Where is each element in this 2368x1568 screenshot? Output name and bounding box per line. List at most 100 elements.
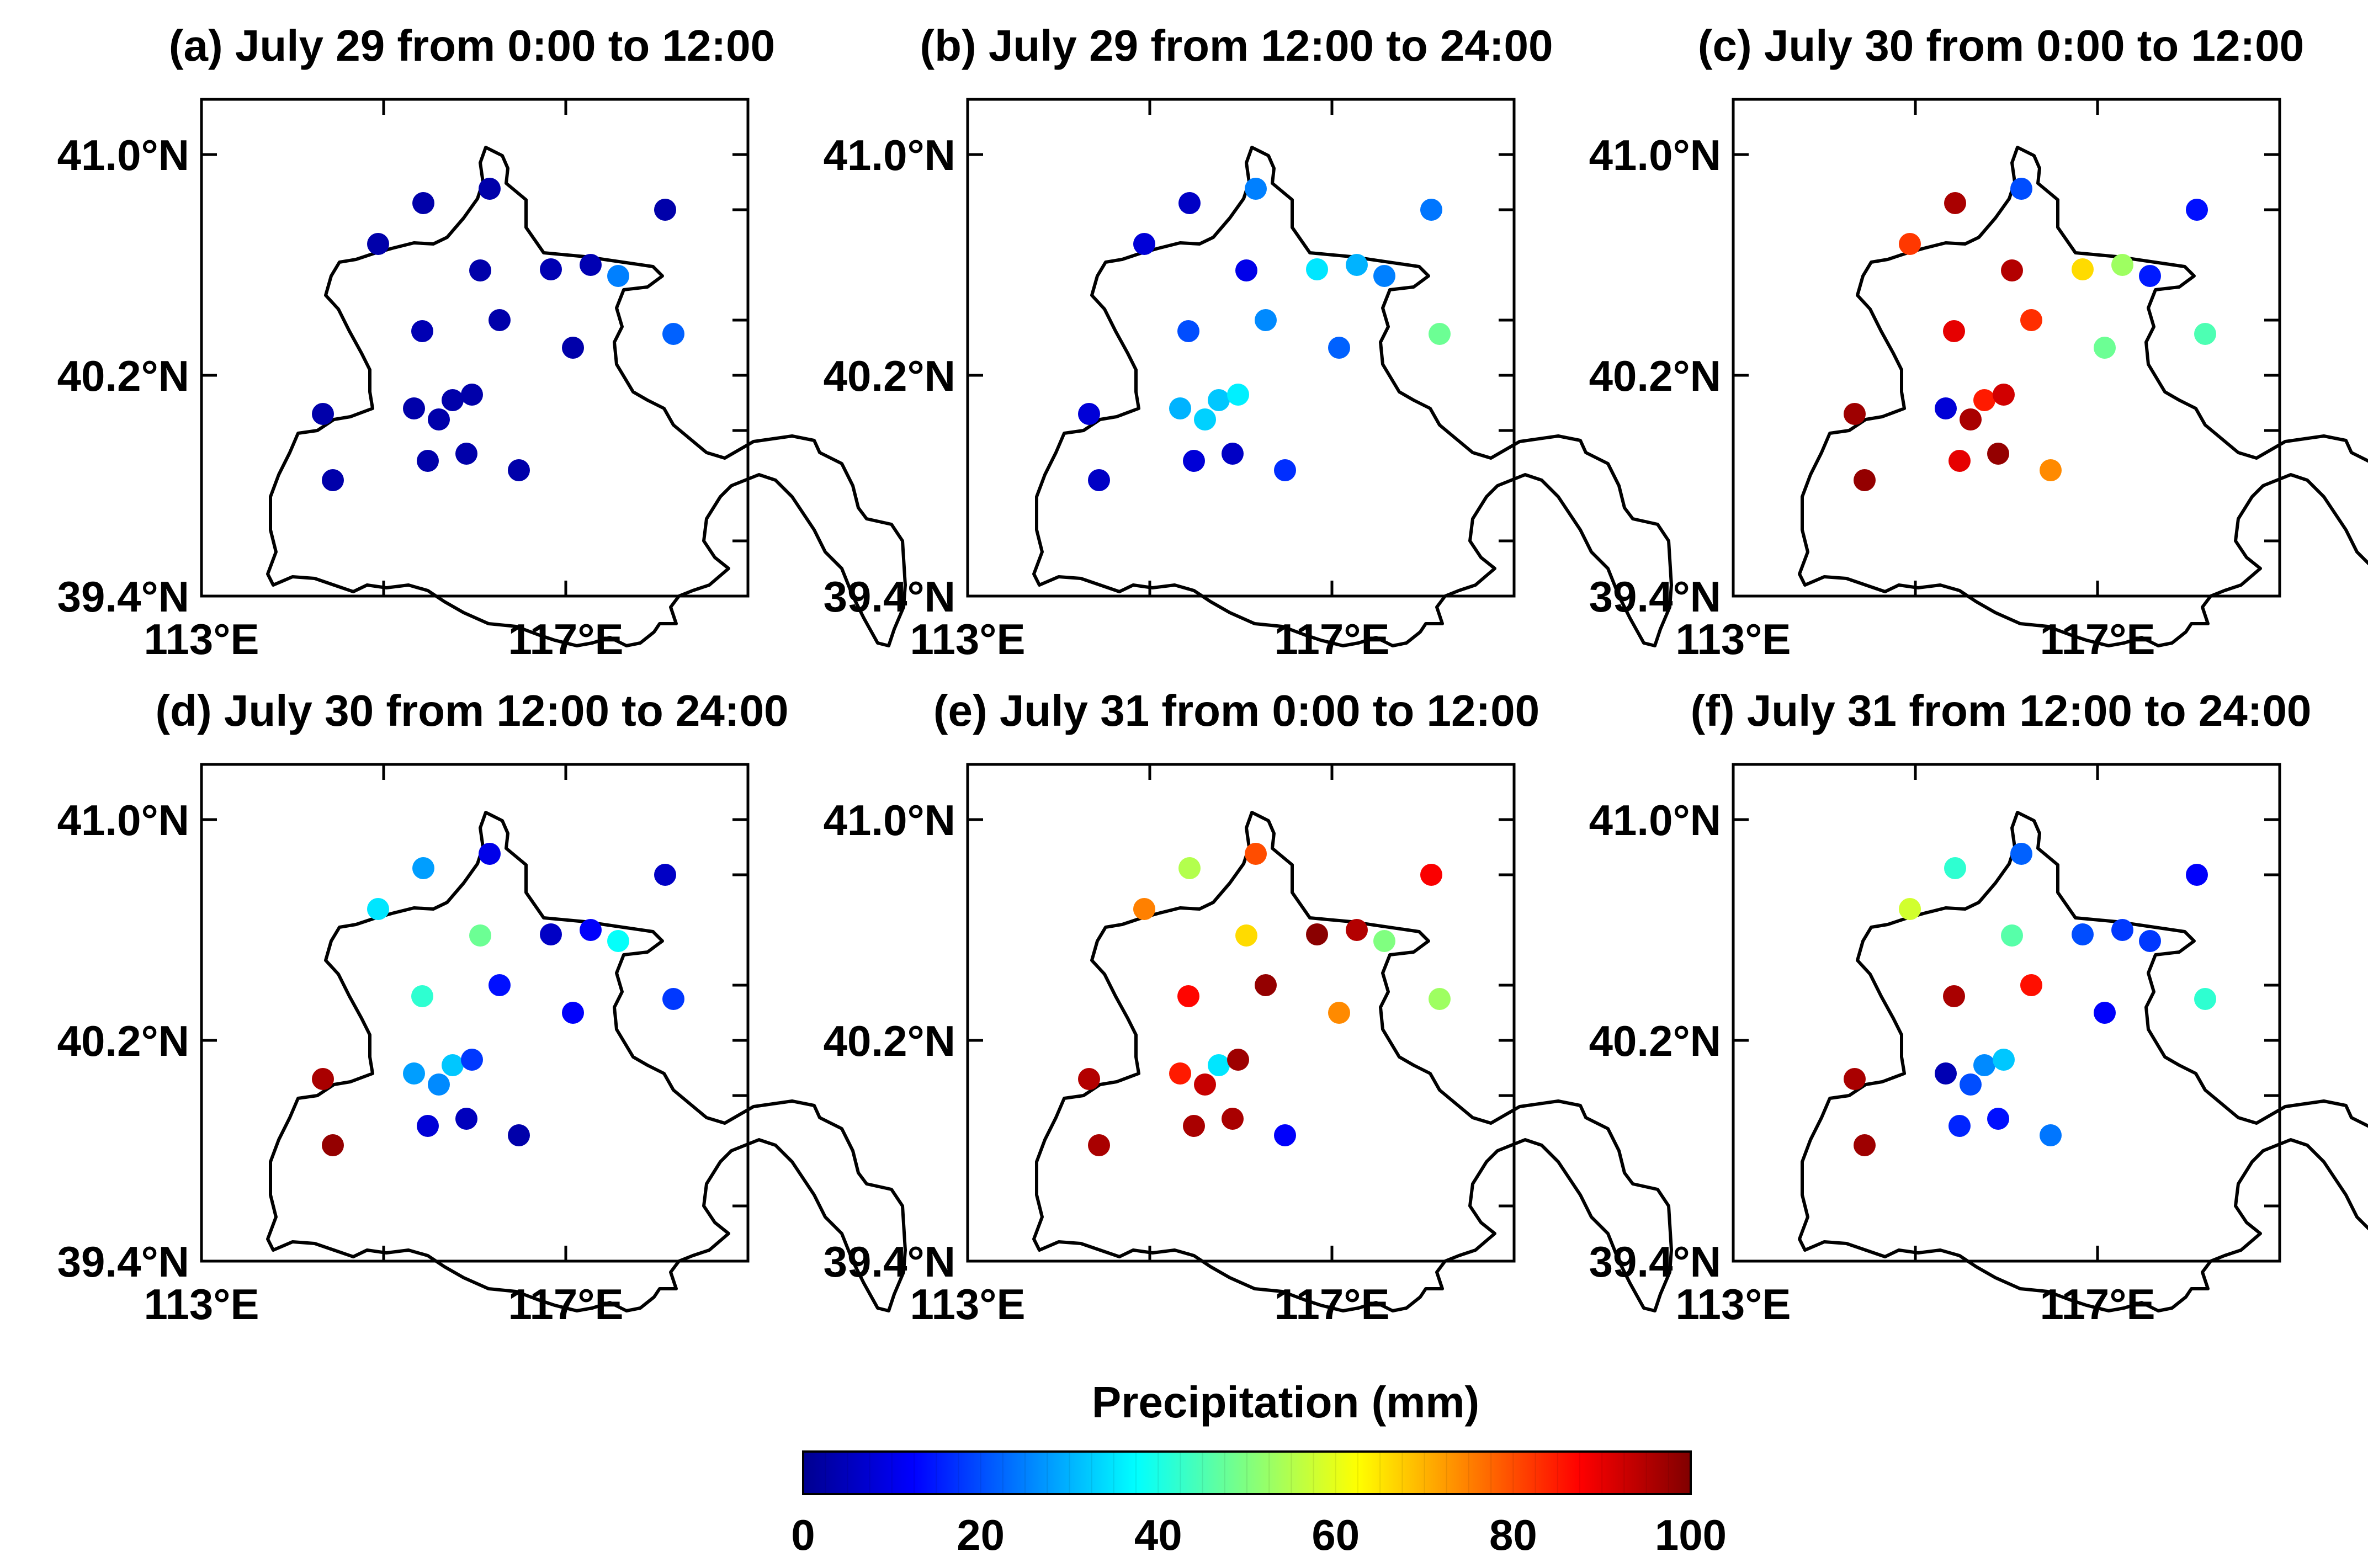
station-marker (2010, 178, 2032, 200)
station-marker (1429, 988, 1451, 1010)
station-marker (367, 898, 389, 920)
station-marker (580, 919, 602, 941)
panel-title: (e) July 31 from 0:00 to 12:00 (933, 686, 1539, 735)
panel-a: (a) July 29 from 0:00 to 12:00 41.0°N 40.2… (57, 21, 905, 663)
station-marker (1222, 1108, 1244, 1130)
station-marker (1222, 443, 1244, 465)
station-marker (442, 389, 464, 411)
station-marker (1854, 1134, 1876, 1156)
station-marker (1935, 1062, 1957, 1085)
panel-title: (a) July 29 from 0:00 to 12:00 (169, 21, 775, 70)
station-marker (2111, 919, 2133, 941)
lat-label: 40.2°N (57, 352, 189, 400)
station-marker (417, 1115, 439, 1137)
station-marker (2186, 864, 2208, 886)
station-marker (1987, 1108, 2009, 1130)
station-marker (654, 864, 676, 886)
station-marker (508, 459, 530, 481)
station-marker (1973, 1054, 1995, 1076)
station-marker (1420, 864, 1442, 886)
lat-label: 39.4°N (824, 572, 955, 621)
station-marker (1274, 1124, 1296, 1146)
panel-title: (d) July 30 from 12:00 to 24:00 (155, 686, 788, 735)
station-marker (1993, 1049, 2015, 1071)
station-marker (1169, 1062, 1191, 1085)
station-marker (2010, 843, 2032, 865)
panel-title: (f) July 31 from 12:00 to 24:00 (1691, 686, 2312, 735)
colorbar-tick-label: 40 (1134, 1511, 1182, 1559)
station-marker (1429, 323, 1451, 345)
lon-label: 117°E (508, 615, 623, 663)
station-marker (1346, 254, 1368, 276)
station-marker (1183, 450, 1205, 472)
map-frame (200, 763, 750, 1263)
station-marker (1245, 178, 1267, 200)
station-marker (1854, 469, 1876, 491)
station-marker (562, 337, 584, 359)
station-marker (312, 1068, 334, 1090)
lon-label: 113°E (1675, 615, 1791, 663)
station-marker (1844, 403, 1866, 425)
station-marker (1943, 320, 1965, 342)
station-marker (1993, 384, 2015, 406)
panel-title: (c) July 30 from 0:00 to 12:00 (1698, 21, 2304, 70)
station-marker (322, 469, 344, 491)
station-marker (1373, 930, 1395, 952)
station-marker (1328, 1002, 1350, 1024)
station-marker (2139, 930, 2161, 952)
station-marker (1088, 469, 1110, 491)
station-marker (469, 924, 491, 947)
station-marker (1420, 199, 1442, 221)
station-marker (412, 857, 434, 879)
station-marker (1944, 857, 1966, 879)
lon-label: 113°E (144, 615, 259, 663)
lat-label: 39.4°N (57, 572, 189, 621)
station-marker (412, 192, 434, 214)
station-marker (2094, 337, 2116, 359)
station-marker (322, 1134, 344, 1156)
station-marker (2072, 923, 2094, 945)
station-marker (417, 450, 439, 472)
panel-d: (d) July 30 from 12:00 to 24:00 41.0°N 40.… (57, 686, 905, 1328)
station-marker (2020, 309, 2042, 331)
station-marker (1227, 384, 1249, 406)
colorbar: Precipitation (mm) 0 20 40 60 80 100 (791, 1378, 1727, 1559)
station-marker (562, 1002, 584, 1024)
lon-label: 117°E (1274, 1280, 1389, 1328)
lat-label: 41.0°N (824, 796, 955, 844)
lat-label: 40.2°N (824, 352, 955, 400)
colorbar-label: Precipitation (mm) (1092, 1378, 1479, 1427)
station-marker (1177, 320, 1199, 342)
station-marker (1245, 843, 1267, 865)
station-marker (1948, 1115, 1971, 1137)
station-marker (607, 265, 629, 287)
station-marker (1306, 923, 1328, 945)
station-marker (1208, 1054, 1230, 1076)
station-marker (2040, 1124, 2062, 1146)
lat-label: 39.4°N (824, 1237, 955, 1286)
station-marker (479, 178, 501, 200)
station-marker (580, 254, 602, 276)
station-marker (2040, 459, 2062, 481)
station-marker (1899, 233, 1921, 255)
station-marker (654, 199, 676, 221)
station-marker (1178, 192, 1201, 214)
station-marker (607, 930, 629, 952)
station-marker (461, 1049, 483, 1071)
station-marker (312, 403, 334, 425)
station-marker (508, 1124, 530, 1146)
station-marker (662, 323, 684, 345)
station-marker (367, 233, 389, 255)
station-marker (1948, 450, 1971, 472)
station-marker (411, 985, 433, 1007)
station-marker (1987, 443, 2009, 465)
station-marker (479, 843, 501, 865)
station-marker (1274, 459, 1296, 481)
station-marker (2194, 323, 2216, 345)
station-marker (1306, 258, 1328, 280)
